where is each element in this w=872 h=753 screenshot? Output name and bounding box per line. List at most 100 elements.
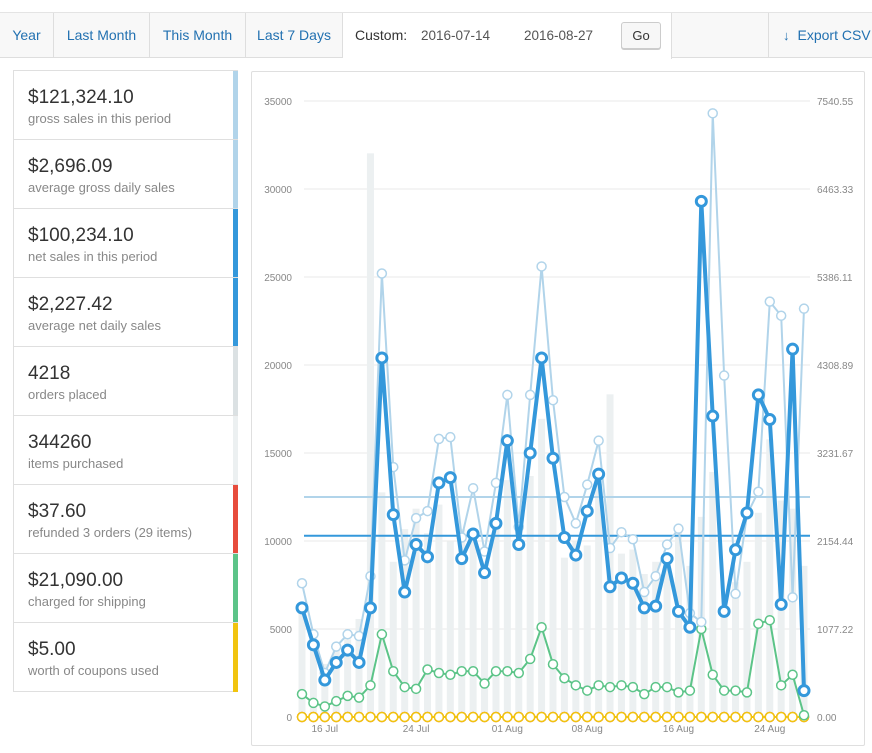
legend-item[interactable]: 4218 orders placed bbox=[14, 347, 238, 416]
y-right-tick-label: 6463.33 bbox=[817, 185, 854, 196]
data-point bbox=[365, 680, 376, 691]
tab-last-7-days[interactable]: Last 7 Days bbox=[246, 13, 343, 58]
bar bbox=[526, 476, 534, 717]
legend-item[interactable]: $2,696.09 average gross daily sales bbox=[14, 140, 238, 209]
data-point bbox=[422, 505, 433, 517]
data-point bbox=[466, 527, 480, 541]
data-point bbox=[296, 711, 308, 723]
data-point bbox=[740, 506, 754, 520]
range-tabs: Year Last Month This Month Last 7 Days C… bbox=[0, 12, 872, 59]
data-point bbox=[363, 601, 377, 615]
data-point bbox=[604, 681, 616, 693]
data-point bbox=[524, 389, 536, 401]
data-point bbox=[707, 711, 718, 723]
data-point bbox=[502, 389, 513, 401]
data-point bbox=[445, 711, 456, 723]
data-point bbox=[660, 552, 674, 566]
data-point bbox=[603, 580, 617, 594]
legend-item[interactable]: $37.60 refunded 3 orders (29 items) bbox=[14, 485, 238, 554]
legend-item[interactable]: $100,234.10 net sales in this period bbox=[14, 209, 238, 278]
export-csv-button[interactable]: ↓ Export CSV bbox=[768, 13, 872, 58]
data-point bbox=[741, 711, 753, 723]
legend-item[interactable]: $21,090.00 charged for shipping bbox=[14, 554, 238, 623]
legend-item[interactable]: $5.00 worth of coupons used bbox=[14, 623, 238, 692]
data-point bbox=[467, 665, 479, 677]
data-point bbox=[445, 431, 456, 443]
data-point bbox=[751, 388, 765, 402]
data-point bbox=[592, 467, 606, 481]
legend-label: net sales in this period bbox=[28, 249, 158, 264]
data-point bbox=[479, 678, 490, 689]
tab-custom: Custom: Go bbox=[343, 13, 672, 59]
data-point bbox=[673, 687, 684, 698]
data-point bbox=[718, 685, 730, 696]
data-point bbox=[786, 342, 800, 356]
data-point bbox=[318, 673, 332, 687]
data-point bbox=[753, 711, 764, 723]
x-tick-label: 16 Aug bbox=[663, 724, 694, 735]
data-point bbox=[547, 658, 559, 670]
download-arrow-icon: ↓ bbox=[783, 28, 790, 43]
data-point bbox=[433, 433, 445, 445]
y-left-tick-label: 10000 bbox=[264, 537, 292, 548]
bar bbox=[663, 561, 671, 717]
data-point bbox=[694, 194, 708, 208]
bar bbox=[652, 561, 660, 717]
data-point bbox=[500, 434, 514, 448]
data-point bbox=[650, 681, 661, 693]
data-point bbox=[570, 518, 582, 529]
data-point bbox=[593, 680, 604, 691]
start-date-input[interactable] bbox=[417, 22, 513, 48]
legend-value: $5.00 bbox=[28, 639, 76, 660]
data-point bbox=[399, 681, 410, 693]
tab-this-month[interactable]: This Month bbox=[150, 13, 246, 58]
data-point bbox=[637, 601, 651, 615]
sales-chart-svg: 0 5000 10000 15000 20000 25000 30000 35000 0.00 1… bbox=[264, 97, 854, 735]
tab-year[interactable]: Year bbox=[0, 13, 54, 58]
data-point bbox=[775, 310, 787, 321]
data-point bbox=[730, 685, 741, 696]
data-point bbox=[753, 486, 764, 497]
data-point bbox=[797, 684, 811, 698]
bar bbox=[446, 541, 454, 717]
data-point bbox=[421, 550, 434, 564]
y-right-tick-label: 7540.55 bbox=[817, 97, 854, 108]
data-point bbox=[604, 711, 616, 723]
bar bbox=[595, 484, 603, 717]
bar bbox=[344, 639, 352, 717]
data-point bbox=[730, 588, 741, 600]
y-left-tick-label: 15000 bbox=[264, 449, 292, 460]
data-point bbox=[616, 711, 627, 723]
data-point bbox=[753, 618, 764, 629]
data-point bbox=[490, 711, 502, 723]
data-point bbox=[352, 655, 366, 669]
data-point bbox=[353, 692, 365, 703]
data-point bbox=[410, 683, 422, 695]
end-date-input[interactable] bbox=[520, 22, 616, 48]
data-point bbox=[627, 533, 639, 545]
go-button[interactable]: Go bbox=[621, 22, 661, 49]
data-point bbox=[536, 621, 547, 633]
data-point bbox=[296, 688, 308, 700]
bar bbox=[572, 541, 580, 717]
legend-item[interactable]: $2,227.42 average net daily sales bbox=[14, 278, 238, 347]
data-point bbox=[353, 711, 365, 723]
data-point bbox=[718, 711, 730, 723]
legend-color-stripe bbox=[233, 485, 238, 553]
tab-last-month[interactable]: Last Month bbox=[54, 13, 150, 58]
data-point bbox=[626, 576, 640, 590]
data-point bbox=[593, 711, 604, 723]
data-point bbox=[319, 701, 331, 712]
bar bbox=[458, 529, 466, 717]
y-left-tick-label: 0 bbox=[286, 713, 292, 724]
data-point bbox=[718, 370, 730, 381]
legend-item[interactable]: $121,324.10 gross sales in this period bbox=[14, 71, 238, 140]
legend-item[interactable]: 344260 items purchased bbox=[14, 416, 238, 485]
bar bbox=[332, 643, 340, 717]
data-point bbox=[456, 665, 467, 677]
data-point bbox=[535, 351, 549, 365]
data-point bbox=[616, 680, 627, 691]
data-point bbox=[717, 604, 731, 618]
data-point bbox=[319, 711, 331, 723]
data-point bbox=[443, 471, 457, 485]
